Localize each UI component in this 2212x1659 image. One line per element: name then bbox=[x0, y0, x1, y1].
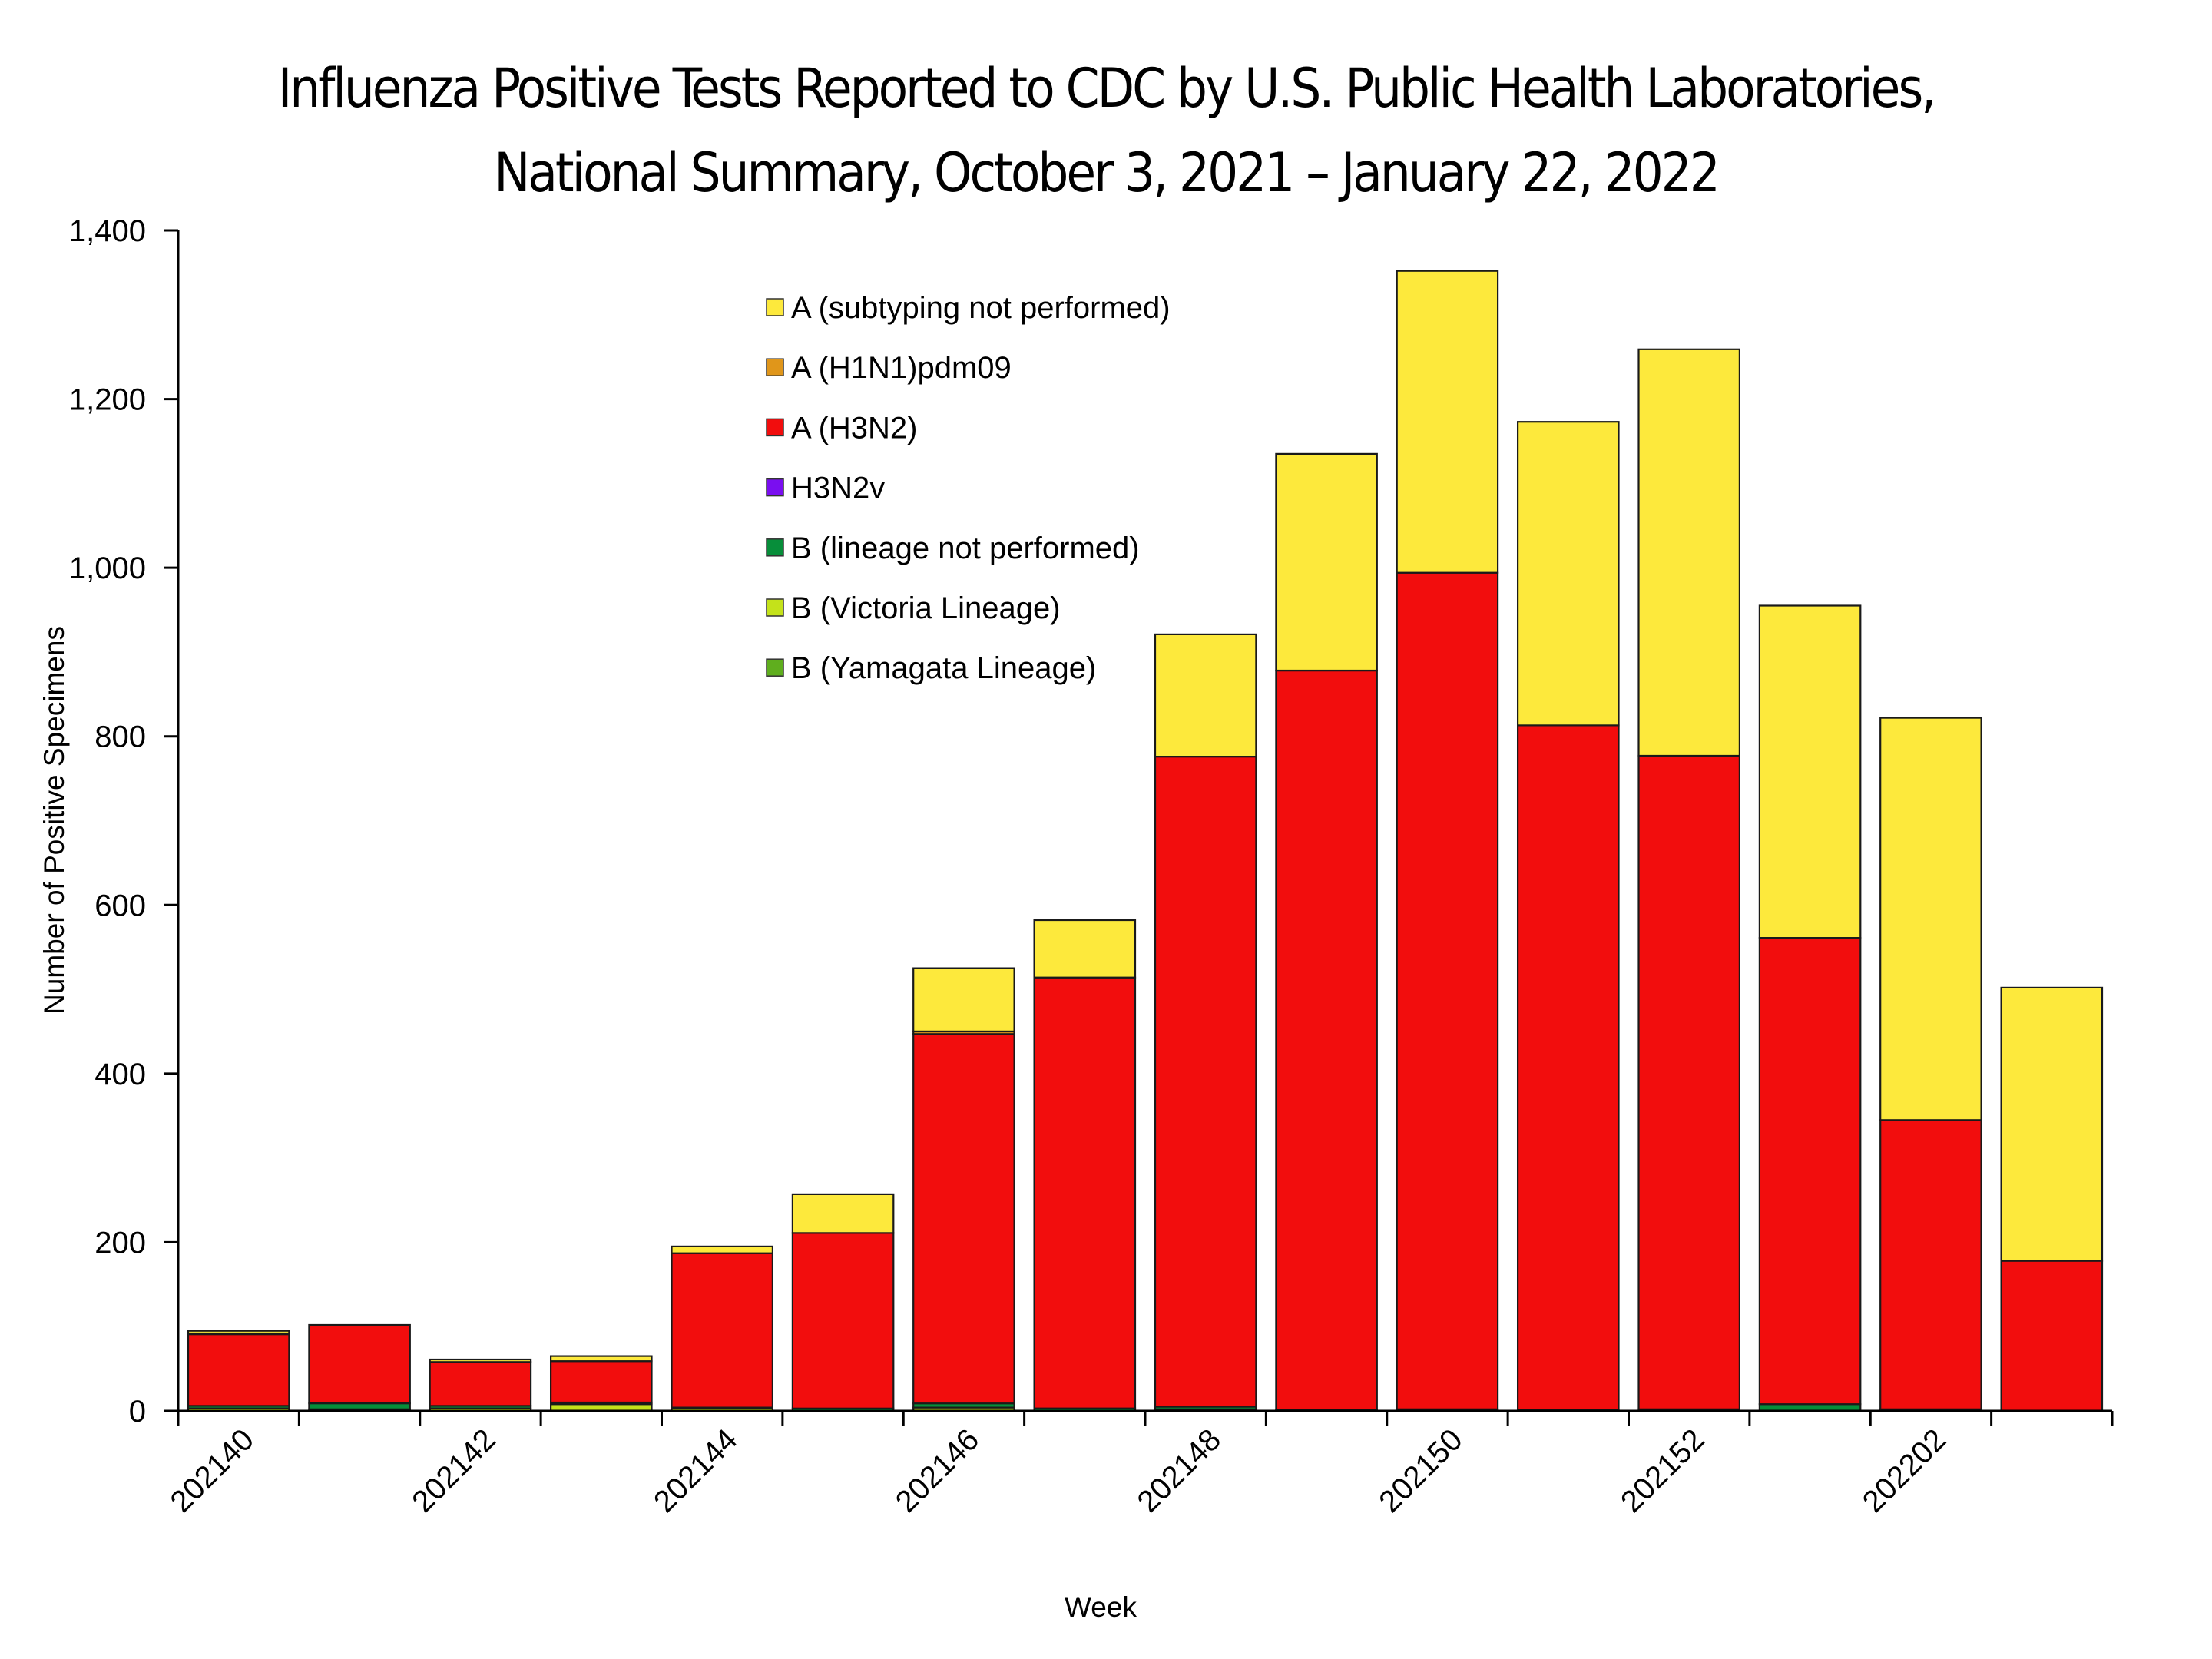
x-axis-title: Week bbox=[1065, 1591, 1137, 1623]
bar-segment-a-subtyping-not-performed-202140 bbox=[187, 1330, 290, 1335]
bar-segment-a-h3n2-202151 bbox=[1516, 724, 1620, 1412]
bar-segment-a-subtyping-not-performed-202203 bbox=[2000, 986, 2104, 1262]
bar-segment-a-subtyping-not-performed-202202 bbox=[1879, 717, 1982, 1121]
bar-segment-a-subtyping-not-performed-202145 bbox=[791, 1193, 895, 1234]
bar-segment-a-h3n2-202144 bbox=[671, 1252, 773, 1409]
x-tick-label: 202150 bbox=[1373, 1422, 1469, 1519]
bar-stack-202147 bbox=[1033, 919, 1137, 1412]
x-tick-label: 202140 bbox=[164, 1422, 261, 1519]
legend-swatch bbox=[766, 658, 784, 677]
legend-item-h3n2v: H3N2v bbox=[766, 472, 885, 505]
legend-label: A (subtyping not performed) bbox=[791, 291, 1171, 325]
bar-stack-202202 bbox=[1879, 717, 1982, 1412]
bar-stack-202145 bbox=[791, 1193, 895, 1412]
bar-stack-202203 bbox=[2000, 986, 2104, 1412]
bar-segment-a-h3n2-202142 bbox=[429, 1361, 532, 1407]
bar-segment-a-h3n2-202202 bbox=[1879, 1119, 1982, 1410]
legend-label: B (Victoria Lineage) bbox=[791, 591, 1061, 625]
legend-item-b-yamagata-lineage: B (Yamagata Lineage) bbox=[766, 651, 1096, 685]
y-tick-label: 400 bbox=[94, 1058, 146, 1091]
bar-segment-a-subtyping-not-performed-202201 bbox=[1758, 604, 1862, 939]
bar-segment-a-h3n2-202148 bbox=[1154, 755, 1257, 1408]
legend-swatch bbox=[766, 598, 784, 617]
bar-stack-202201 bbox=[1758, 604, 1862, 1412]
bar-stack-202143 bbox=[549, 1355, 653, 1412]
x-tick-label: 202146 bbox=[889, 1422, 986, 1519]
bar-segment-a-subtyping-not-performed-202144 bbox=[671, 1245, 773, 1254]
legend-swatch bbox=[766, 298, 784, 316]
y-tick-label: 800 bbox=[94, 720, 146, 754]
legend-item-a-h3n2: A (H3N2) bbox=[766, 411, 918, 445]
bar-stack-202152 bbox=[1637, 348, 1740, 1412]
bar-segment-a-h3n2-202149 bbox=[1275, 669, 1378, 1411]
bar-stack-202146 bbox=[912, 967, 1015, 1412]
bar-segment-a-h3n2-202143 bbox=[549, 1360, 653, 1404]
bar-segment-a-subtyping-not-performed-202143 bbox=[549, 1355, 653, 1363]
legend-item-b-victoria-lineage: B (Victoria Lineage) bbox=[766, 591, 1061, 625]
bar-stack-202144 bbox=[671, 1245, 773, 1412]
bars-layer bbox=[187, 270, 2104, 1412]
bar-stack-202149 bbox=[1275, 452, 1378, 1412]
bar-segment-a-subtyping-not-performed-202149 bbox=[1275, 452, 1378, 672]
bar-segment-a-subtyping-not-performed-202152 bbox=[1637, 348, 1740, 757]
legend-label: A (H1N1)pdm09 bbox=[791, 351, 1012, 385]
chart-title: Influenza Positive Tests Reported to CDC… bbox=[0, 46, 2212, 215]
x-tick-label: 202202 bbox=[1856, 1422, 1953, 1519]
bar-segment-a-h3n2-202141 bbox=[308, 1323, 411, 1405]
bar-stack-202141 bbox=[308, 1323, 411, 1412]
bar-stack-202151 bbox=[1516, 421, 1620, 1412]
y-tick-label: 1,400 bbox=[69, 214, 146, 248]
x-tick-label: 202144 bbox=[647, 1422, 744, 1519]
x-tick-label: 202148 bbox=[1131, 1422, 1228, 1519]
bar-stack-202142 bbox=[429, 1358, 532, 1412]
x-tick-label: 202142 bbox=[406, 1422, 502, 1519]
y-tick-label: 1,200 bbox=[69, 383, 146, 417]
bar-segment-a-h3n2-202145 bbox=[791, 1232, 895, 1409]
legend-label: B (lineage not performed) bbox=[791, 531, 1140, 565]
chart-title-line-2: National Summary, October 3, 2021 – Janu… bbox=[494, 141, 1720, 204]
legend-label: B (Yamagata Lineage) bbox=[791, 651, 1096, 685]
bar-segment-a-subtyping-not-performed-202151 bbox=[1516, 421, 1620, 727]
bar-segment-a-h3n2-202146 bbox=[912, 1033, 1015, 1405]
bar-segment-a-subtyping-not-performed-202147 bbox=[1033, 919, 1137, 979]
legend-label: H3N2v bbox=[791, 472, 885, 505]
bar-stack-202140 bbox=[187, 1330, 290, 1412]
legend-item-b-lineage-not-performed: B (lineage not performed) bbox=[766, 531, 1140, 565]
bar-segment-a-subtyping-not-performed-202150 bbox=[1396, 270, 1499, 574]
x-tick-label: 202152 bbox=[1614, 1422, 1711, 1519]
y-tick-label: 600 bbox=[94, 889, 146, 922]
bar-segment-a-h3n2-202140 bbox=[187, 1333, 290, 1407]
bar-stack-202148 bbox=[1154, 633, 1257, 1412]
legend: A (subtyping not performed) A (H1N1)pdm09… bbox=[766, 291, 1171, 685]
bar-segment-a-h3n2-202203 bbox=[2000, 1260, 2104, 1412]
legend-swatch bbox=[766, 418, 784, 437]
bar-segment-a-subtyping-not-performed-202142 bbox=[429, 1358, 532, 1363]
y-tick-label: 200 bbox=[94, 1226, 146, 1260]
bar-segment-a-h3n2-202150 bbox=[1396, 571, 1499, 1410]
bar-segment-a-h3n2-202201 bbox=[1758, 936, 1862, 1406]
legend-swatch bbox=[766, 538, 784, 557]
legend-item-a-subtyping-not-performed: A (subtyping not performed) bbox=[766, 291, 1171, 325]
bar-segment-b-lineage-not-performed-202141 bbox=[308, 1402, 411, 1410]
bar-segment-a-h3n2-202147 bbox=[1033, 976, 1137, 1409]
y-tick-label: 0 bbox=[129, 1395, 146, 1429]
chart-title-line-1: Influenza Positive Tests Reported to CDC… bbox=[277, 57, 1937, 120]
bar-stack-202150 bbox=[1396, 270, 1499, 1412]
bar-segment-a-subtyping-not-performed-202146 bbox=[912, 967, 1015, 1032]
legend-swatch bbox=[766, 478, 784, 497]
bar-segment-a-h3n2-202152 bbox=[1637, 754, 1740, 1410]
legend-label: A (H3N2) bbox=[791, 411, 918, 445]
bar-segment-a-subtyping-not-performed-202148 bbox=[1154, 633, 1257, 758]
y-tick-label: 1,000 bbox=[69, 551, 146, 585]
y-axis-title: Number of Positive Specimens bbox=[38, 626, 70, 1015]
legend-swatch bbox=[766, 358, 784, 376]
legend-item-a-h1n1-pdm09: A (H1N1)pdm09 bbox=[766, 351, 1012, 385]
